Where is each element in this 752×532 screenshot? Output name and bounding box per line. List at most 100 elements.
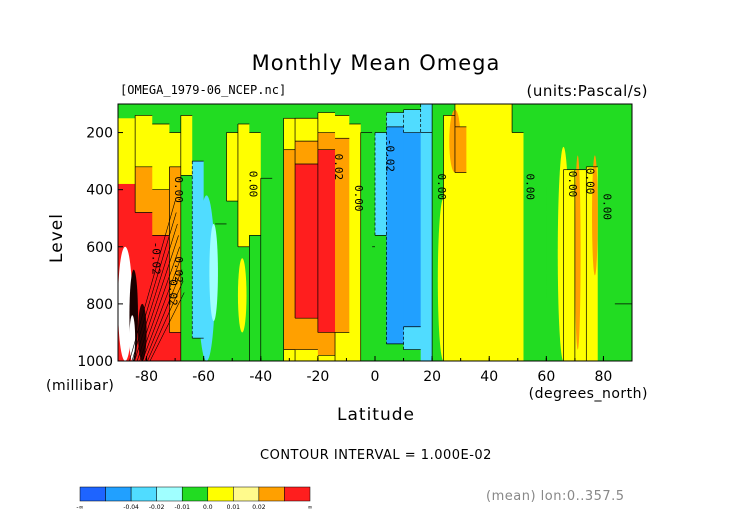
field-band <box>237 123 250 248</box>
field-blob <box>546 123 558 361</box>
field-band <box>295 349 319 361</box>
field-band <box>283 149 296 351</box>
legend-label: -0.04 <box>123 504 139 511</box>
field-blob <box>118 246 133 361</box>
contour-label: 0.00 <box>172 176 185 203</box>
x-axis: -80 -60 -40 -20 0 20 40 60 80 <box>117 356 633 385</box>
field-band <box>283 349 296 361</box>
field-band <box>169 332 182 361</box>
field-band <box>403 326 422 351</box>
field-band <box>360 104 373 134</box>
legend-swatch <box>258 486 285 502</box>
field-band <box>169 104 182 134</box>
contour-label: 0.02 <box>332 154 345 181</box>
field-band <box>443 104 456 116</box>
field-band <box>574 104 587 171</box>
field-band <box>118 118 136 185</box>
field-band <box>135 104 153 116</box>
contour-label: 0.02 <box>172 256 185 283</box>
field-band <box>192 104 205 162</box>
contour-label: 0.00 <box>523 174 536 201</box>
field-band <box>226 132 239 202</box>
contour-label: 0.00 <box>435 174 448 201</box>
x-tick-label: 0 <box>371 369 380 385</box>
field-band <box>586 104 599 168</box>
field-band <box>295 163 319 319</box>
field-band <box>180 104 193 116</box>
chart-title: Monthly Mean Omega <box>252 51 501 75</box>
legend-swatch <box>181 486 209 502</box>
field-band <box>226 104 239 134</box>
contour-interval-text: CONTOUR INTERVAL = 1.000E-02 <box>260 448 492 463</box>
contour-line <box>136 235 179 361</box>
field-band <box>215 104 228 225</box>
x-tick-label: 80 <box>595 369 613 385</box>
field-band <box>420 132 433 361</box>
x-tick-label: -80 <box>135 369 158 385</box>
field-band <box>349 104 362 125</box>
units-label: (units:Pascal/s) <box>527 82 649 100</box>
field-blob <box>574 155 581 350</box>
field-band <box>317 112 336 134</box>
field-band <box>403 132 422 328</box>
field-band <box>295 141 319 165</box>
contour-line <box>147 280 184 361</box>
x-tick-label: 20 <box>423 369 441 385</box>
field-band <box>597 104 616 361</box>
y-axis: 200 400 600 800 1000 <box>77 126 123 370</box>
legend-label: 0.02 <box>252 504 266 511</box>
legend-swatch <box>156 486 183 502</box>
legend-swatch <box>207 486 234 502</box>
y-axis-unit: (millibar) <box>46 378 114 394</box>
mean-text: (mean) lon:0..357.5 <box>486 489 625 504</box>
field-band <box>360 132 373 361</box>
field-band <box>152 123 170 191</box>
field-band <box>118 104 136 119</box>
field-band <box>466 104 502 361</box>
field-band <box>317 149 336 333</box>
field-band <box>295 318 319 351</box>
field-band <box>249 104 262 134</box>
x-tick-label: -40 <box>249 369 272 385</box>
contour-label: 0.00 <box>566 171 579 198</box>
x-tick-label: -60 <box>192 369 215 385</box>
field-band <box>454 172 467 361</box>
file-label: [OMEGA_1979-06_NCEP.nc] <box>120 83 286 97</box>
contour-line <box>144 269 183 361</box>
color-legend: -∞ -0.04 -0.02 -0.01 0.0 0.01 0.02 ∞ <box>76 486 313 511</box>
field-band <box>375 235 388 361</box>
field-band <box>192 338 205 361</box>
legend-label: 0.0 <box>203 504 213 511</box>
field-band <box>335 332 350 361</box>
field-blob <box>129 315 136 361</box>
x-tick-label: -20 <box>306 369 329 385</box>
field-band <box>523 104 547 361</box>
field-band <box>226 201 239 361</box>
field-band <box>403 104 422 111</box>
legend-swatch <box>284 486 311 502</box>
contour-label: 0.00 <box>583 168 596 195</box>
field-band <box>349 123 362 361</box>
y-tick-label: 1000 <box>77 354 113 370</box>
field-band <box>169 132 182 168</box>
field-band <box>386 104 405 114</box>
legend-swatch <box>79 486 106 502</box>
y-axis-label: Level <box>47 213 67 263</box>
field-band <box>260 178 273 361</box>
x-tick-label: 60 <box>537 369 555 385</box>
contour-label: 0.00 <box>352 185 365 212</box>
field-band <box>512 132 525 361</box>
y-tick-label: 200 <box>86 126 113 142</box>
y-tick-label: 600 <box>86 240 113 256</box>
field-band <box>135 115 153 168</box>
field-band <box>512 104 525 134</box>
contour-label: 0.00 <box>246 171 259 198</box>
legend-label: -0.01 <box>174 504 190 511</box>
field-blob <box>592 155 598 276</box>
legend-swatch <box>105 486 132 502</box>
field-band <box>152 189 170 236</box>
field-band <box>283 104 296 119</box>
field-band <box>237 104 250 125</box>
field-band <box>215 223 228 361</box>
x-tick-label: 40 <box>480 369 498 385</box>
